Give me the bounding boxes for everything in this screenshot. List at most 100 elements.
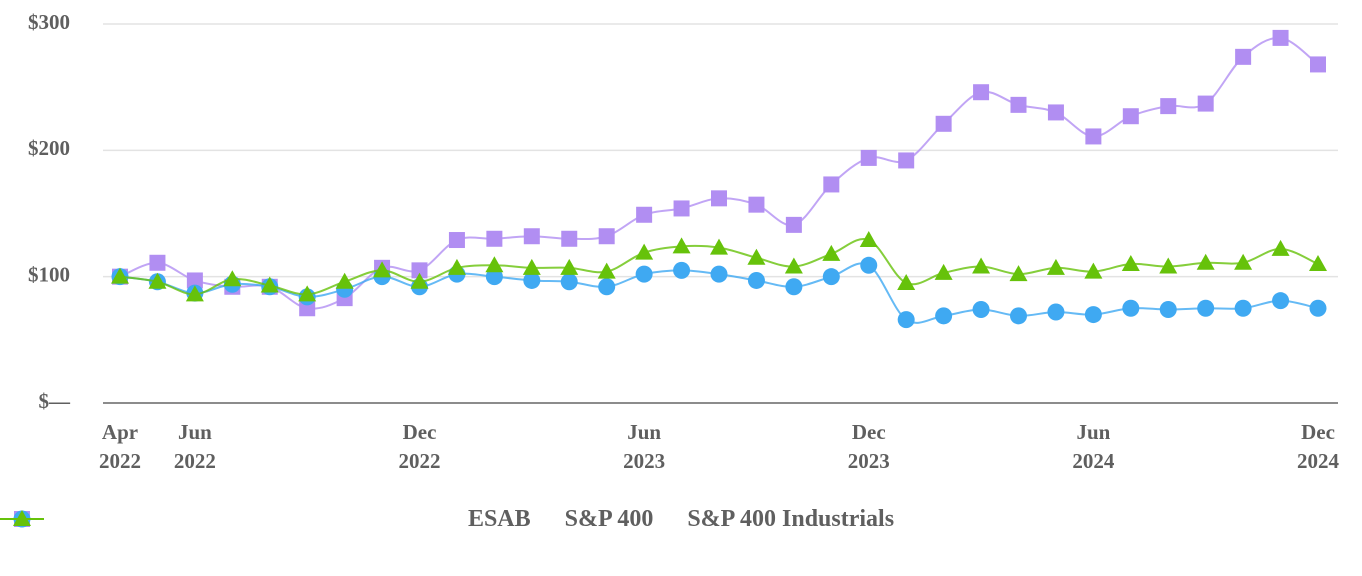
data-point <box>1234 253 1253 270</box>
data-point <box>972 257 991 274</box>
x-tick-label: Dec 2024 <box>1297 420 1339 473</box>
x-tick-label: Jun 2024 <box>1072 420 1115 473</box>
data-point <box>185 285 204 302</box>
data-point <box>486 230 503 247</box>
data-point <box>1196 253 1215 270</box>
data-point <box>1310 56 1326 73</box>
data-point <box>785 216 802 233</box>
data-point <box>598 278 616 296</box>
data-point <box>373 261 392 278</box>
data-point <box>523 228 540 245</box>
data-point <box>1085 128 1102 145</box>
data-point <box>1010 96 1027 113</box>
data-point <box>1009 265 1028 282</box>
data-point <box>186 272 203 289</box>
data-point <box>560 273 578 291</box>
data-point <box>822 268 840 286</box>
data-point <box>523 271 541 289</box>
data-point <box>411 262 428 279</box>
data-point <box>1271 239 1290 256</box>
data-point <box>111 267 129 284</box>
data-point <box>1010 307 1027 325</box>
y-tick-label: $200 <box>28 136 70 160</box>
data-point <box>935 307 953 325</box>
data-point <box>485 256 504 273</box>
legend-icon <box>0 510 44 526</box>
data-point <box>1309 255 1327 272</box>
data-point <box>298 285 317 302</box>
legend-item: S&P 400 <box>0 506 654 533</box>
legend-marker <box>13 510 31 526</box>
data-point <box>1084 262 1103 279</box>
data-point <box>561 230 578 247</box>
data-point <box>972 301 990 319</box>
data-point <box>672 237 691 254</box>
legend: ESAB S&P 400 S&P 400 Industrials <box>0 506 1362 533</box>
data-point <box>747 248 766 265</box>
legend-item: S&P 400 Industrials <box>0 506 895 533</box>
data-point <box>149 254 166 271</box>
data-point <box>522 258 541 275</box>
x-tick-label: Dec 2022 <box>398 420 441 473</box>
data-point <box>859 231 878 248</box>
legend-label: S&P 400 <box>564 506 654 532</box>
data-point <box>897 311 915 329</box>
data-point <box>860 256 878 274</box>
data-point <box>935 115 952 132</box>
data-point <box>1235 48 1252 65</box>
data-point <box>710 265 728 283</box>
data-point <box>711 190 727 207</box>
data-point <box>747 271 765 289</box>
data-point <box>784 257 803 274</box>
x-tick-label: Dec 2023 <box>847 420 890 473</box>
data-point <box>1084 306 1102 324</box>
data-point <box>1309 299 1327 317</box>
data-point <box>1047 303 1065 321</box>
y-tick-label: $300 <box>28 10 70 34</box>
data-point <box>823 176 840 193</box>
data-point <box>635 265 653 283</box>
data-point <box>1272 292 1290 310</box>
data-point <box>934 263 953 280</box>
plot: $— $100 $200 $300 <box>28 10 1338 413</box>
data-point <box>973 84 990 101</box>
data-point <box>560 258 579 275</box>
data-point <box>223 270 242 287</box>
data-point <box>1122 299 1140 317</box>
data-point <box>1159 257 1178 274</box>
x-tick-label: Apr 2022 <box>99 420 141 473</box>
data-point <box>897 273 916 290</box>
x-tick-label: Jun 2023 <box>623 420 666 473</box>
data-point <box>1272 29 1289 46</box>
y-tick-label: $100 <box>28 262 70 286</box>
data-point <box>260 276 279 293</box>
data-point <box>898 152 915 169</box>
data-point <box>1121 255 1140 272</box>
data-point <box>710 238 728 255</box>
data-point <box>1197 299 1215 317</box>
legend-label: ESAB <box>467 506 531 532</box>
x-tick-label: Jun 2022 <box>173 420 216 473</box>
data-point <box>1047 104 1064 121</box>
data-point <box>485 268 503 286</box>
data-point <box>148 272 167 289</box>
legend-label: S&P 400 Industrials <box>687 506 895 532</box>
data-point <box>748 196 765 213</box>
data-point <box>822 244 841 261</box>
data-point <box>1046 258 1065 275</box>
data-point <box>673 200 690 217</box>
data-point <box>598 228 615 245</box>
y-tick-label: $— <box>39 389 72 413</box>
data-point <box>1160 98 1177 115</box>
data-point <box>860 149 877 166</box>
data-point <box>635 243 654 260</box>
data-point <box>1197 95 1214 112</box>
legend-item: ESAB <box>0 506 531 533</box>
data-point <box>410 272 429 289</box>
data-point <box>448 232 465 249</box>
data-point <box>1159 301 1177 319</box>
data-point <box>335 272 354 289</box>
data-point <box>1234 299 1252 317</box>
data-point <box>447 258 466 275</box>
